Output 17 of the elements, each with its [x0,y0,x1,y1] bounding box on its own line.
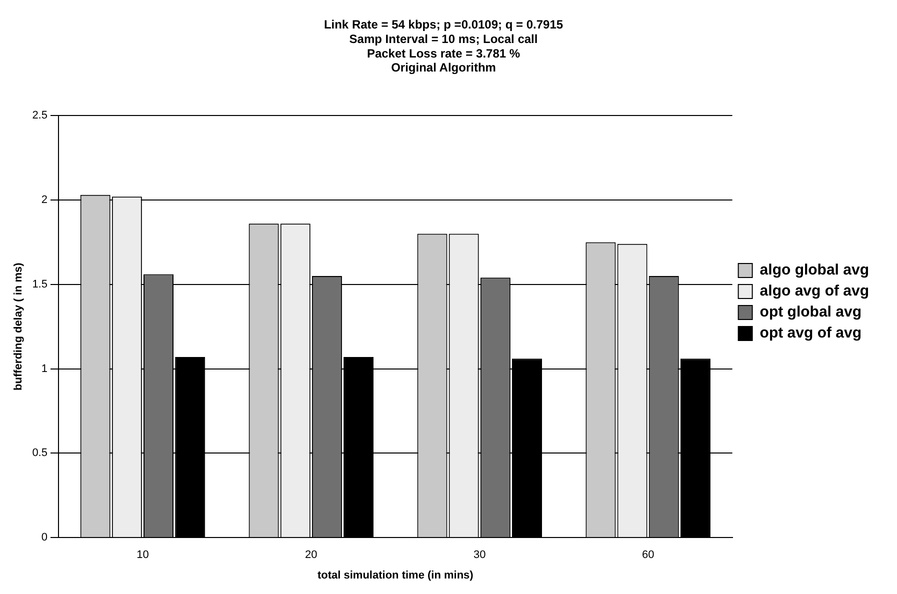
x-tick-label: 10 [136,549,149,562]
x-tick-label: 60 [642,549,654,562]
y-tick-label: 2 [41,194,48,206]
y-tick-label: 0.5 [32,447,48,460]
legend-label: algo global avg [760,262,869,279]
chart-title: Link Rate = 54 kbps; p =0.0109; q = 0.7915 Samp Interval = 10 ms; Local call Packet Loss rate = 3.781 % Original Algorithm [324,18,564,75]
y-tick-label: 1 [41,362,48,375]
x-axis-title: total simulation time (in mins) [317,569,474,582]
legend-label: algo avg of avg [760,282,870,300]
y-tick-label: 2.5 [32,110,48,122]
y-axis-title: bufferding delay ( in ms) [12,262,25,390]
legend-label: opt global avg [760,304,862,321]
x-tick-label: 30 [474,549,486,562]
legend-label: opt avg of avg [760,324,862,342]
y-tick-label: 1.5 [32,278,48,290]
x-tick-label: 20 [305,549,318,562]
y-tick-label: 0 [41,532,48,544]
